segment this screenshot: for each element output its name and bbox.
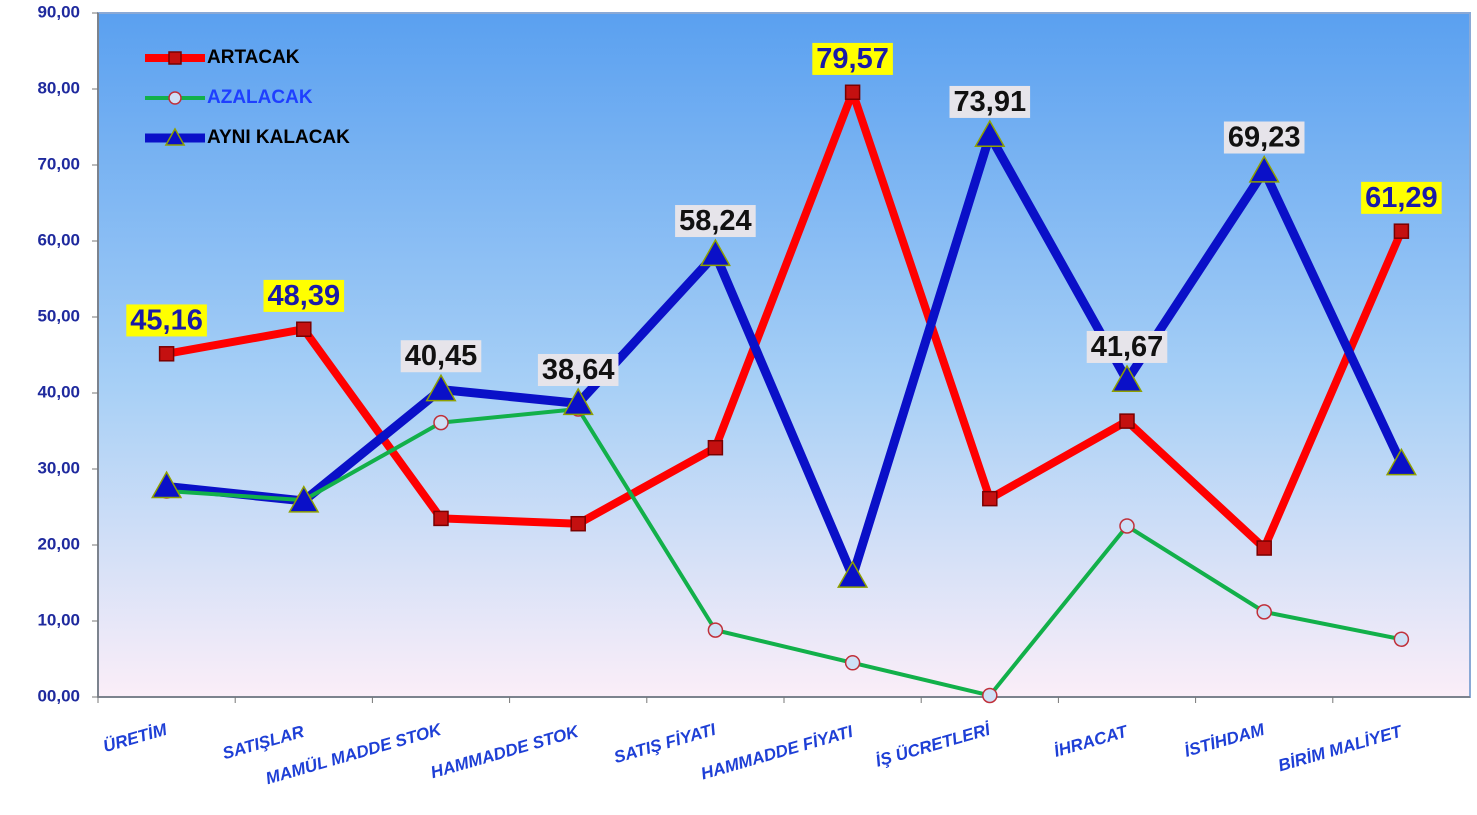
data-label-box [675, 205, 756, 238]
data-point [1393, 631, 1410, 647]
data-point [982, 687, 998, 704]
data-point [158, 346, 175, 362]
data-label: 79,57 [816, 43, 889, 75]
x-tick-label: İSTİHDAM [1182, 720, 1267, 761]
y-tick-label: 30,00 [37, 458, 80, 477]
legend-text: AZALACAK [207, 87, 313, 108]
data-point [707, 622, 724, 638]
data-point [1111, 364, 1143, 393]
data-point [1256, 540, 1272, 556]
y-tick-label: 70,00 [37, 154, 80, 173]
data-point [982, 490, 998, 507]
data-label-box [263, 279, 345, 312]
data-point [1119, 413, 1135, 429]
x-tick-label: HAMMADDE FİYATI [699, 722, 856, 784]
data-point [433, 414, 449, 431]
data-label: 58,24 [679, 205, 752, 237]
x-tick-label: BİRİM MALİYET [1276, 721, 1405, 775]
y-tick-label: 10,00 [37, 610, 80, 629]
data-label: 61,29 [1365, 182, 1438, 214]
data-point [699, 238, 731, 267]
data-label-box [126, 304, 207, 337]
y-tick-label: 80,00 [37, 78, 80, 97]
x-tick-label: SATIŞ FİYATI [612, 720, 719, 768]
y-tick-label: 50,00 [37, 306, 80, 325]
x-tick-label: İHRACAT [1052, 721, 1131, 760]
legend-marker [168, 51, 182, 65]
data-point [570, 515, 586, 532]
data-point [288, 485, 320, 513]
series-line [166, 130, 1406, 581]
x-tick-label: İŞ ÜCRETLERİ [873, 720, 993, 771]
data-point [844, 84, 861, 101]
data-point [1385, 447, 1417, 476]
x-tick-label: SATIŞLAR [220, 722, 306, 764]
plot-area [97, 12, 1471, 698]
y-tick-label: 40,00 [37, 382, 80, 401]
data-label: 69,23 [1228, 122, 1301, 154]
data-point [151, 470, 183, 499]
data-label: 48,39 [268, 280, 341, 312]
data-label-box [1361, 181, 1442, 214]
data-label-box [1086, 330, 1168, 363]
data-point [562, 387, 594, 416]
data-label-box [400, 340, 482, 373]
data-point [844, 655, 861, 671]
data-label: 73,91 [954, 86, 1027, 118]
data-point [707, 439, 724, 456]
data-label-box [949, 85, 1031, 118]
data-point [1248, 155, 1280, 183]
data-point [974, 119, 1006, 148]
legend-marker [168, 91, 182, 105]
y-tick-label: 20,00 [37, 534, 80, 553]
x-tick-label: ÜRETİM [101, 720, 170, 756]
data-label: 40,45 [405, 340, 478, 372]
data-point [1119, 518, 1135, 534]
data-label: 38,64 [542, 354, 615, 386]
y-tick-label: 00,00 [37, 686, 80, 705]
data-label: 41,67 [1091, 331, 1164, 363]
legend-marker [164, 127, 186, 146]
data-point [433, 510, 449, 527]
data-label: 45,16 [130, 304, 203, 336]
legend-text: ARTACAK [207, 47, 300, 68]
legend-text: AYNI KALACAK [207, 127, 350, 148]
x-tick-label: HAMMADDE STOK [429, 721, 583, 782]
data-label-box [812, 42, 893, 75]
data-point [296, 321, 312, 337]
data-point [1256, 604, 1272, 620]
data-label-box [1223, 121, 1305, 154]
data-point [425, 373, 457, 402]
series-line [165, 88, 1406, 553]
data-point [837, 560, 869, 588]
data-label-box [537, 353, 619, 386]
series-line [166, 406, 1402, 698]
data-point [1393, 223, 1410, 239]
y-tick-label: 90,00 [37, 2, 80, 21]
y-tick-label: 60,00 [37, 230, 80, 249]
